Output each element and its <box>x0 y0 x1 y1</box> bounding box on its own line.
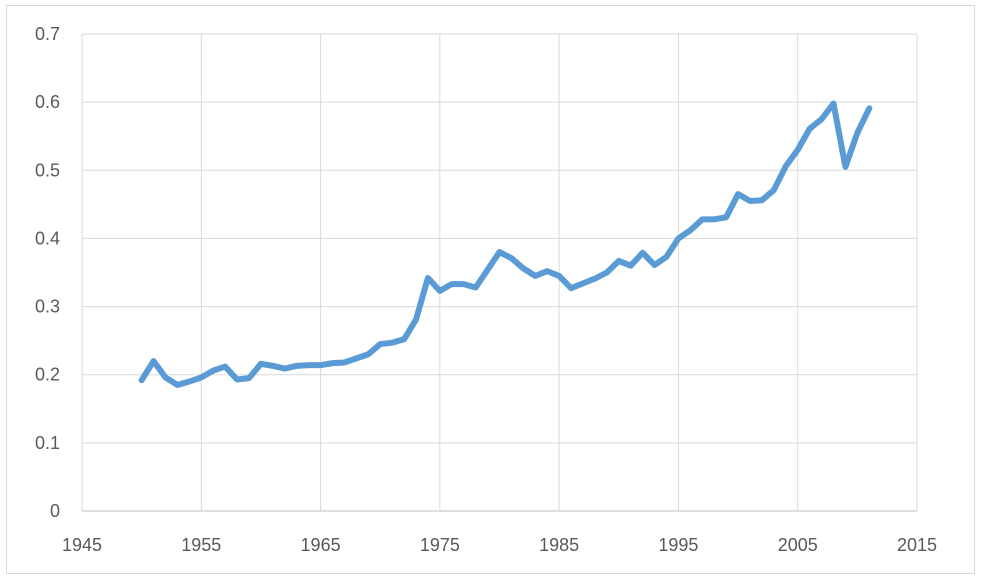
x-tick-label: 2015 <box>897 535 937 555</box>
y-tick-label: 0.5 <box>35 160 60 180</box>
y-tick-label: 0.1 <box>35 433 60 453</box>
gridlines <box>81 33 918 511</box>
y-tick-label: 0.3 <box>35 297 60 317</box>
y-tick-label: 0 <box>50 501 60 521</box>
chart-frame: 0 0.1 0.2 0.3 0.4 0.5 0.6 0.7 1945 1955 1965 1975 19… <box>6 5 975 574</box>
y-tick-label: 0.7 <box>35 24 60 44</box>
tick-labels: 0 0.1 0.2 0.3 0.4 0.5 0.6 0.7 1945 1955 1965 1975 19… <box>35 24 937 555</box>
y-tick-label: 0.2 <box>35 365 60 385</box>
x-tick-label: 1975 <box>420 535 460 555</box>
x-tick-label: 1955 <box>181 535 221 555</box>
series-points-0 <box>141 103 870 386</box>
series-layer <box>138 100 873 388</box>
x-tick-label: 1945 <box>62 535 102 555</box>
line-chart: 0 0.1 0.2 0.3 0.4 0.5 0.6 0.7 1945 1955 1965 1975 19… <box>35 24 937 555</box>
x-tick-label: 1965 <box>301 535 341 555</box>
x-tick-label: 1995 <box>658 535 698 555</box>
x-tick-label: 2005 <box>778 535 818 555</box>
series-line-0 <box>138 100 873 388</box>
y-tick-label: 0.4 <box>35 228 60 248</box>
y-tick-label: 0.6 <box>35 92 60 112</box>
x-tick-label: 1985 <box>539 535 579 555</box>
